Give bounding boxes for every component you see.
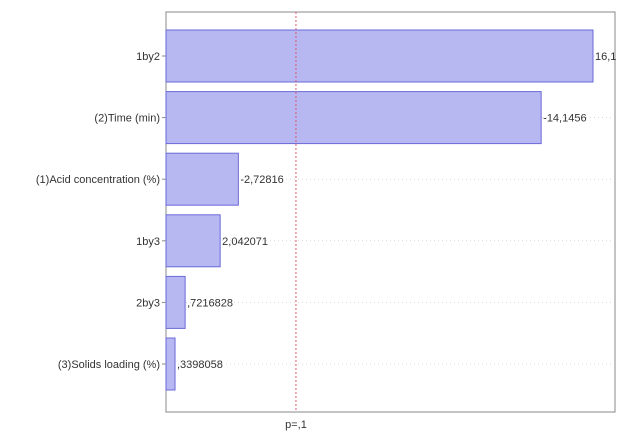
bar xyxy=(165,152,239,206)
category-label: (1)Acid concentration (%) xyxy=(36,174,160,186)
value-label: -2,72816 xyxy=(240,174,283,186)
value-label: 2,042071 xyxy=(222,236,268,248)
significance-label: p=,1 xyxy=(285,419,307,431)
bar xyxy=(165,337,176,391)
value-label: ,3398058 xyxy=(177,359,223,371)
category-label: 1by2 xyxy=(136,51,160,63)
value-label: ,7216828 xyxy=(187,297,233,309)
category-label: 1by3 xyxy=(136,236,160,248)
bar xyxy=(165,29,594,83)
category-label: 2by3 xyxy=(136,297,160,309)
category-label: (3)Solids loading (%) xyxy=(58,359,160,371)
category-label: (2)Time (min) xyxy=(94,113,160,125)
bar xyxy=(165,275,186,329)
value-label: 16,1 xyxy=(595,51,616,63)
value-label: -14,1456 xyxy=(543,113,586,125)
bars-layer: 1by2 16,1 (2)Time (min) -14,1456 (1)Acid con… xyxy=(36,29,616,391)
bar xyxy=(165,214,221,268)
bar xyxy=(165,91,542,145)
